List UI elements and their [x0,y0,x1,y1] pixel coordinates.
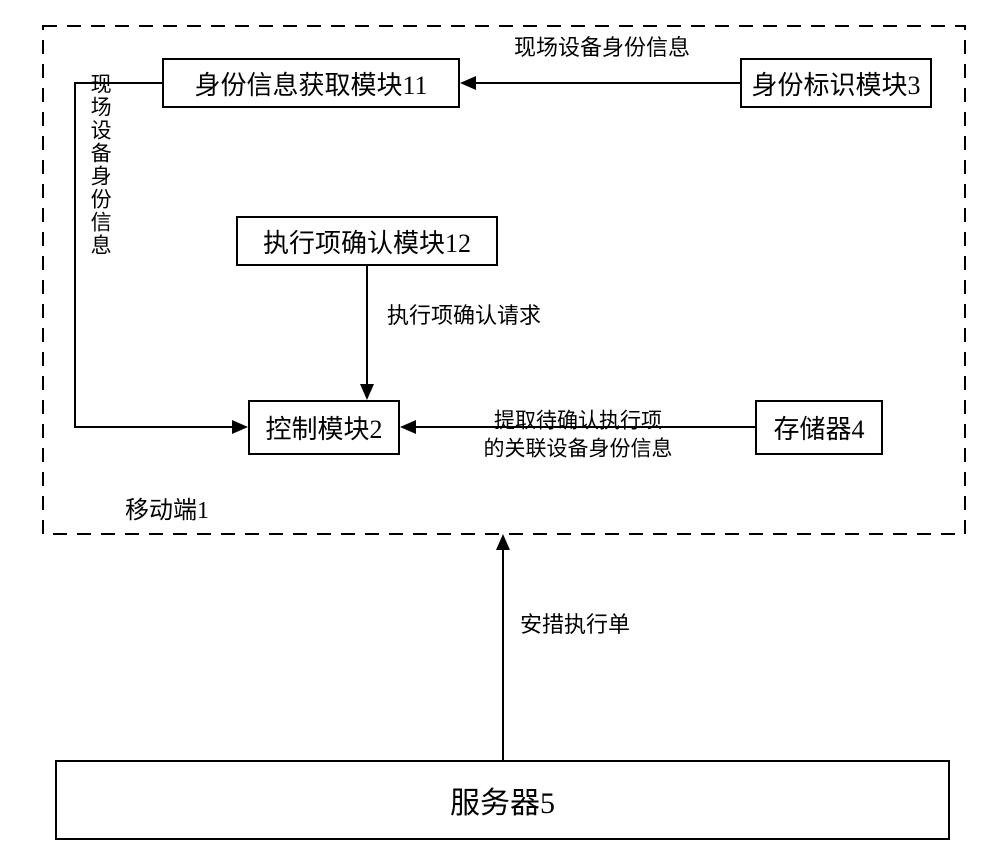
node-identity-marker-label: 身份标识模块3 [751,65,920,102]
node-storage-label: 存储器4 [773,409,864,446]
node-identity-marker: 身份标识模块3 [740,58,932,108]
node-storage: 存储器4 [755,400,883,455]
node-server: 服务器5 [55,760,950,840]
node-identity-acquisition: 身份信息获取模块11 [162,58,460,108]
node-control: 控制模块2 [248,400,400,455]
mobile-container-label: 移动端1 [125,490,209,525]
edge-label-server-to-mobile: 安措执行单 [520,610,630,640]
node-execution-confirm: 执行项确认模块12 [236,216,498,266]
node-server-label: 服务器5 [450,778,555,822]
edge-label-marker-to-acq: 现场设备身份信息 [514,33,690,63]
node-identity-acquisition-label: 身份信息获取模块11 [194,65,427,102]
node-control-label: 控制模块2 [265,409,382,446]
edge-label-acq-to-ctrl: 现场设备身份信息 [86,73,114,257]
edge-label-cfm-to-ctrl: 执行项确认请求 [387,301,541,331]
edge-label-storage-to-ctrl: 提取待确认执行项 的关联设备身份信息 [484,407,673,464]
node-execution-confirm-label: 执行项确认模块12 [263,223,471,260]
